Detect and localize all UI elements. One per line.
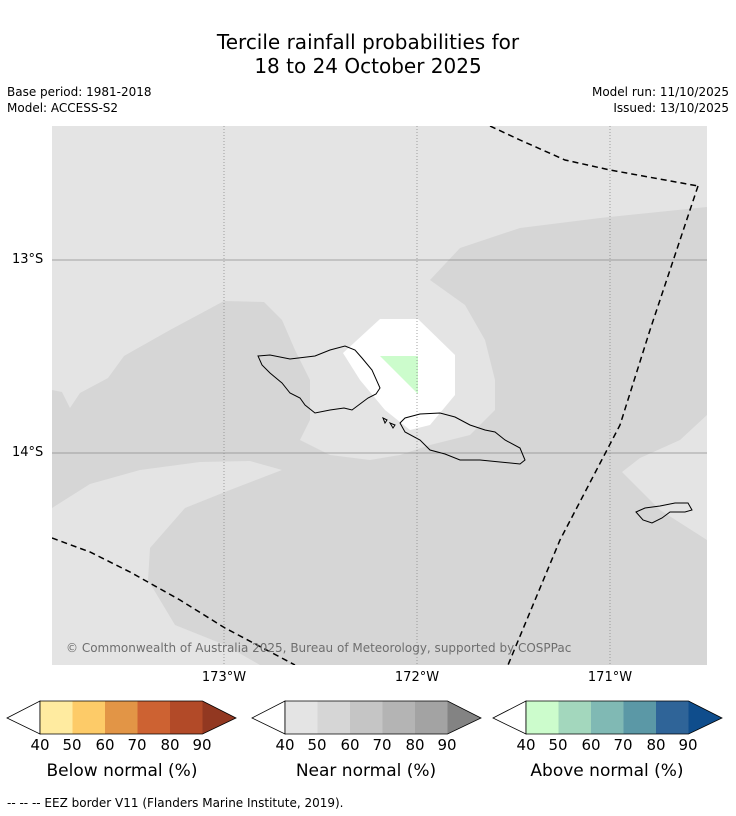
upolu-island	[399, 412, 526, 465]
cbar-near-swatch	[285, 701, 318, 734]
cbar-near-tick: 70	[372, 736, 392, 754]
graticule	[52, 126, 707, 665]
model-name: Model: ACCESS-S2	[7, 101, 119, 115]
cbar-above-tick: 80	[646, 736, 666, 754]
cbar-near-tick: 80	[405, 736, 425, 754]
near-normal-region	[52, 207, 707, 665]
chart-title: Tercile rainfall probabilities for 18 to…	[0, 30, 736, 78]
colorbar-near	[251, 700, 482, 735]
savaii-island	[257, 345, 381, 414]
eez-borders	[52, 126, 699, 665]
cbar-above-tick: 90	[678, 736, 698, 754]
cbar-above-swatch	[558, 701, 591, 734]
cbar-below-left-arrow	[6, 700, 41, 735]
cbar-near-swatch	[317, 701, 350, 734]
eez-footnote: -- -- -- EEZ border V11 (Flanders Marine…	[7, 796, 344, 810]
copyright-notice: © Commonwealth of Australia 2025, Bureau…	[66, 641, 572, 655]
cbar-below-tick: 70	[127, 736, 147, 754]
cbar-above-outline	[525, 700, 723, 735]
eez-border-southwest	[52, 537, 296, 665]
cbar-below-swatch	[105, 701, 138, 734]
meta-right: Model run: 11/10/2025 Issued: 13/10/2025	[592, 84, 729, 116]
cbar-above-title: Above normal (%)	[530, 761, 684, 781]
above-normal-region	[380, 356, 418, 394]
cbar-near-left-arrow	[251, 700, 286, 735]
cbar-below-swatch	[40, 701, 73, 734]
cbar-above-tick: 50	[548, 736, 568, 754]
cbar-above-left-arrow	[492, 700, 527, 735]
cbar-above-tick: 40	[516, 736, 536, 754]
lon-label-173w: 173°W	[201, 670, 247, 685]
cbar-below-tick: 60	[95, 736, 115, 754]
cbar-near-swatch	[350, 701, 383, 734]
cbar-above-swatch	[656, 701, 689, 734]
map-area	[52, 126, 707, 665]
cbar-near-right-arrow	[447, 701, 481, 734]
cbar-above-swatch	[591, 701, 624, 734]
cbar-below-tick: 80	[160, 736, 180, 754]
base-period: Base period: 1981-2018	[7, 85, 152, 99]
cbar-near-tick: 40	[275, 736, 295, 754]
cbar-below-swatch	[137, 701, 170, 734]
cbar-below-swatch	[72, 701, 105, 734]
lon-label-171w: 171°W	[587, 670, 633, 685]
cbar-above-tick: 70	[613, 736, 633, 754]
cbar-below-title: Below normal (%)	[46, 761, 198, 781]
cbar-near-title: Near normal (%)	[295, 761, 437, 781]
cbar-above-swatch	[526, 701, 559, 734]
title-line-2: 18 to 24 October 2025	[254, 54, 482, 78]
eez-border-east	[507, 185, 699, 665]
cbar-above-swatch	[623, 701, 656, 734]
colorbar-below	[6, 700, 237, 735]
cbar-above-right-arrow	[688, 701, 722, 734]
lat-label-13s: 13°S	[12, 252, 44, 267]
cbar-near-tick: 60	[340, 736, 360, 754]
near-normal-region-sw	[52, 461, 282, 665]
cbar-near-tick: 90	[437, 736, 457, 754]
cbar-below-tick: 40	[30, 736, 50, 754]
near-normal-region-se	[622, 415, 707, 540]
colorbar-above	[492, 700, 723, 735]
lat-label-14s: 14°S	[12, 445, 44, 460]
cbar-below-tick: 90	[192, 736, 212, 754]
model-run: Model run: 11/10/2025	[591, 85, 729, 99]
eez-border-north	[489, 126, 699, 187]
cbar-near-outline	[284, 700, 482, 735]
cbar-near-tick: 50	[307, 736, 327, 754]
title-line-1: Tercile rainfall probabilities for	[216, 30, 520, 54]
manono-island	[382, 416, 388, 425]
apolima-island	[388, 421, 396, 429]
lon-label-172w: 172°W	[394, 670, 440, 685]
cbar-below-tick: 50	[62, 736, 82, 754]
cbar-near-swatch	[415, 701, 448, 734]
forecast-map	[52, 126, 707, 665]
tutuila-island	[635, 502, 693, 524]
issued-date: Issued: 13/10/2025	[613, 101, 729, 115]
cbar-near-swatch	[382, 701, 415, 734]
cbar-below-swatch	[170, 701, 203, 734]
cbar-above-tick: 60	[581, 736, 601, 754]
coastlines	[257, 345, 693, 524]
meta-left: Base period: 1981-2018 Model: ACCESS-S2	[7, 84, 152, 116]
cbar-below-outline	[39, 700, 237, 735]
cbar-below-right-arrow	[202, 701, 236, 734]
